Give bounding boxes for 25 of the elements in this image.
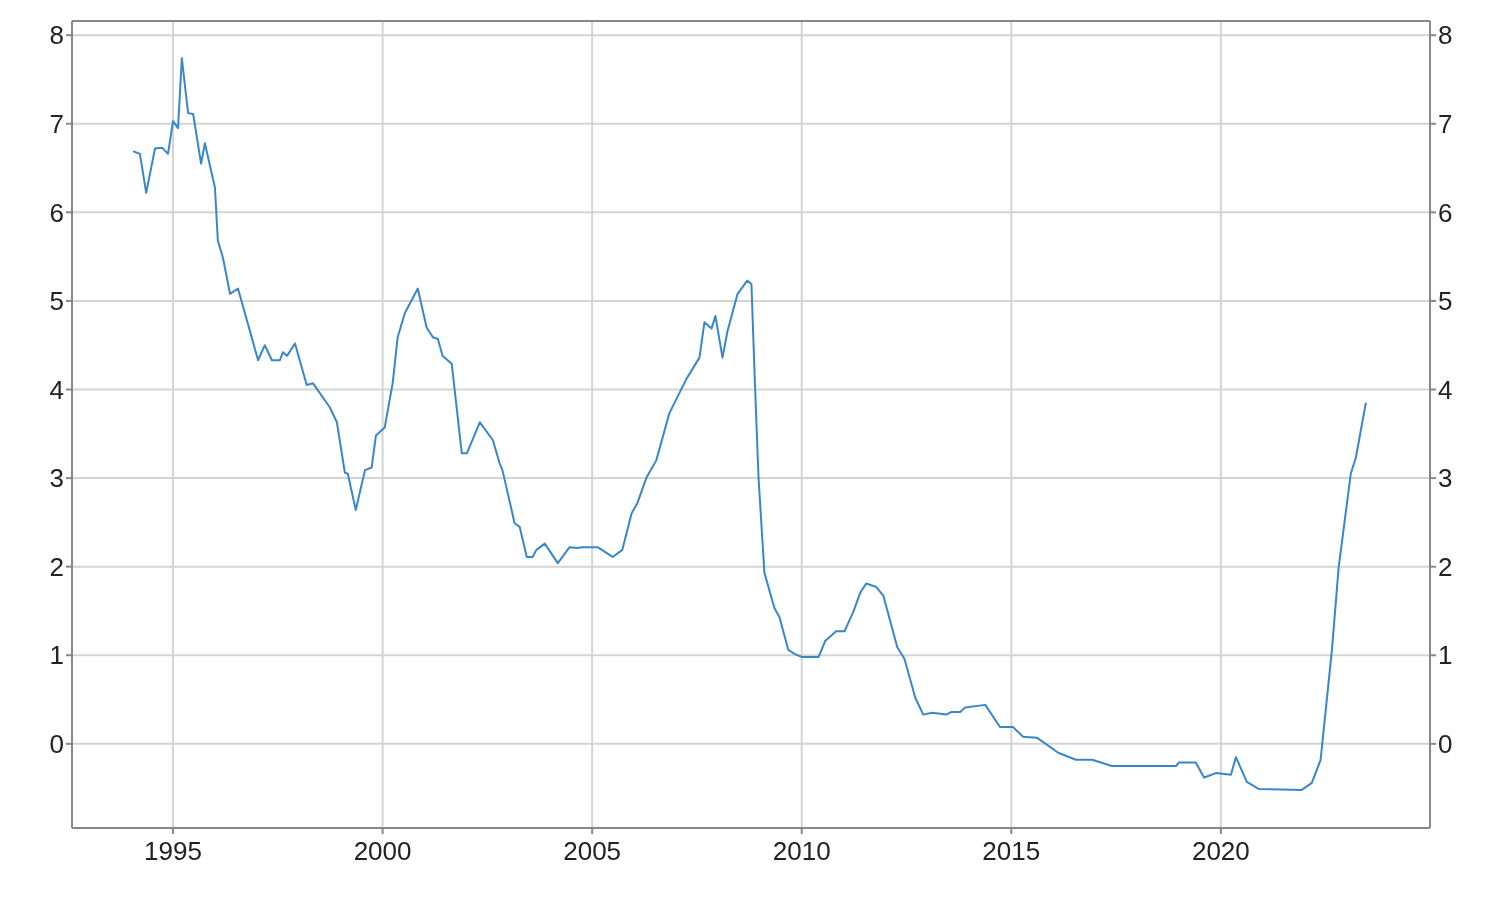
y2-tick-label: 7 — [1438, 108, 1453, 139]
y2-tick-label: 1 — [1438, 640, 1453, 671]
y-tick-label: 5 — [49, 286, 64, 317]
y-tick-label: 6 — [49, 197, 64, 228]
x-tick-label: 2000 — [353, 836, 412, 867]
x-tick-label: 2005 — [563, 836, 622, 867]
y2-tick-label: 6 — [1438, 197, 1453, 228]
y-tick-label: 3 — [49, 463, 64, 494]
y2-tick-label: 3 — [1438, 463, 1453, 494]
y2-tick-label: 4 — [1438, 374, 1453, 405]
x-tick-label: 2015 — [982, 836, 1041, 867]
y-tick-label: 1 — [49, 640, 64, 671]
x-tick-label: 1995 — [144, 836, 202, 867]
x-tick-label: 2010 — [772, 836, 831, 867]
y-tick-label: 7 — [49, 108, 64, 139]
line-series — [132, 57, 1367, 791]
y2-tick-label: 8 — [1438, 20, 1453, 51]
y2-tick-label: 0 — [1438, 729, 1453, 760]
y-tick-label: 8 — [49, 20, 64, 51]
y-tick-label: 0 — [49, 729, 64, 760]
y2-tick-label: 5 — [1438, 286, 1453, 317]
y2-tick-label: 2 — [1438, 551, 1453, 582]
x-tick-label: 2020 — [1191, 836, 1250, 867]
y-tick-label: 4 — [49, 374, 64, 405]
y-tick-label: 2 — [49, 551, 64, 582]
